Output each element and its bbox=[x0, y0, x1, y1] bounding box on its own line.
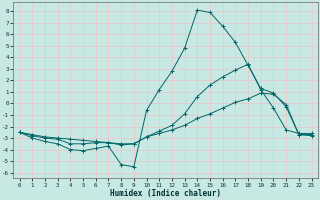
X-axis label: Humidex (Indice chaleur): Humidex (Indice chaleur) bbox=[110, 189, 221, 198]
